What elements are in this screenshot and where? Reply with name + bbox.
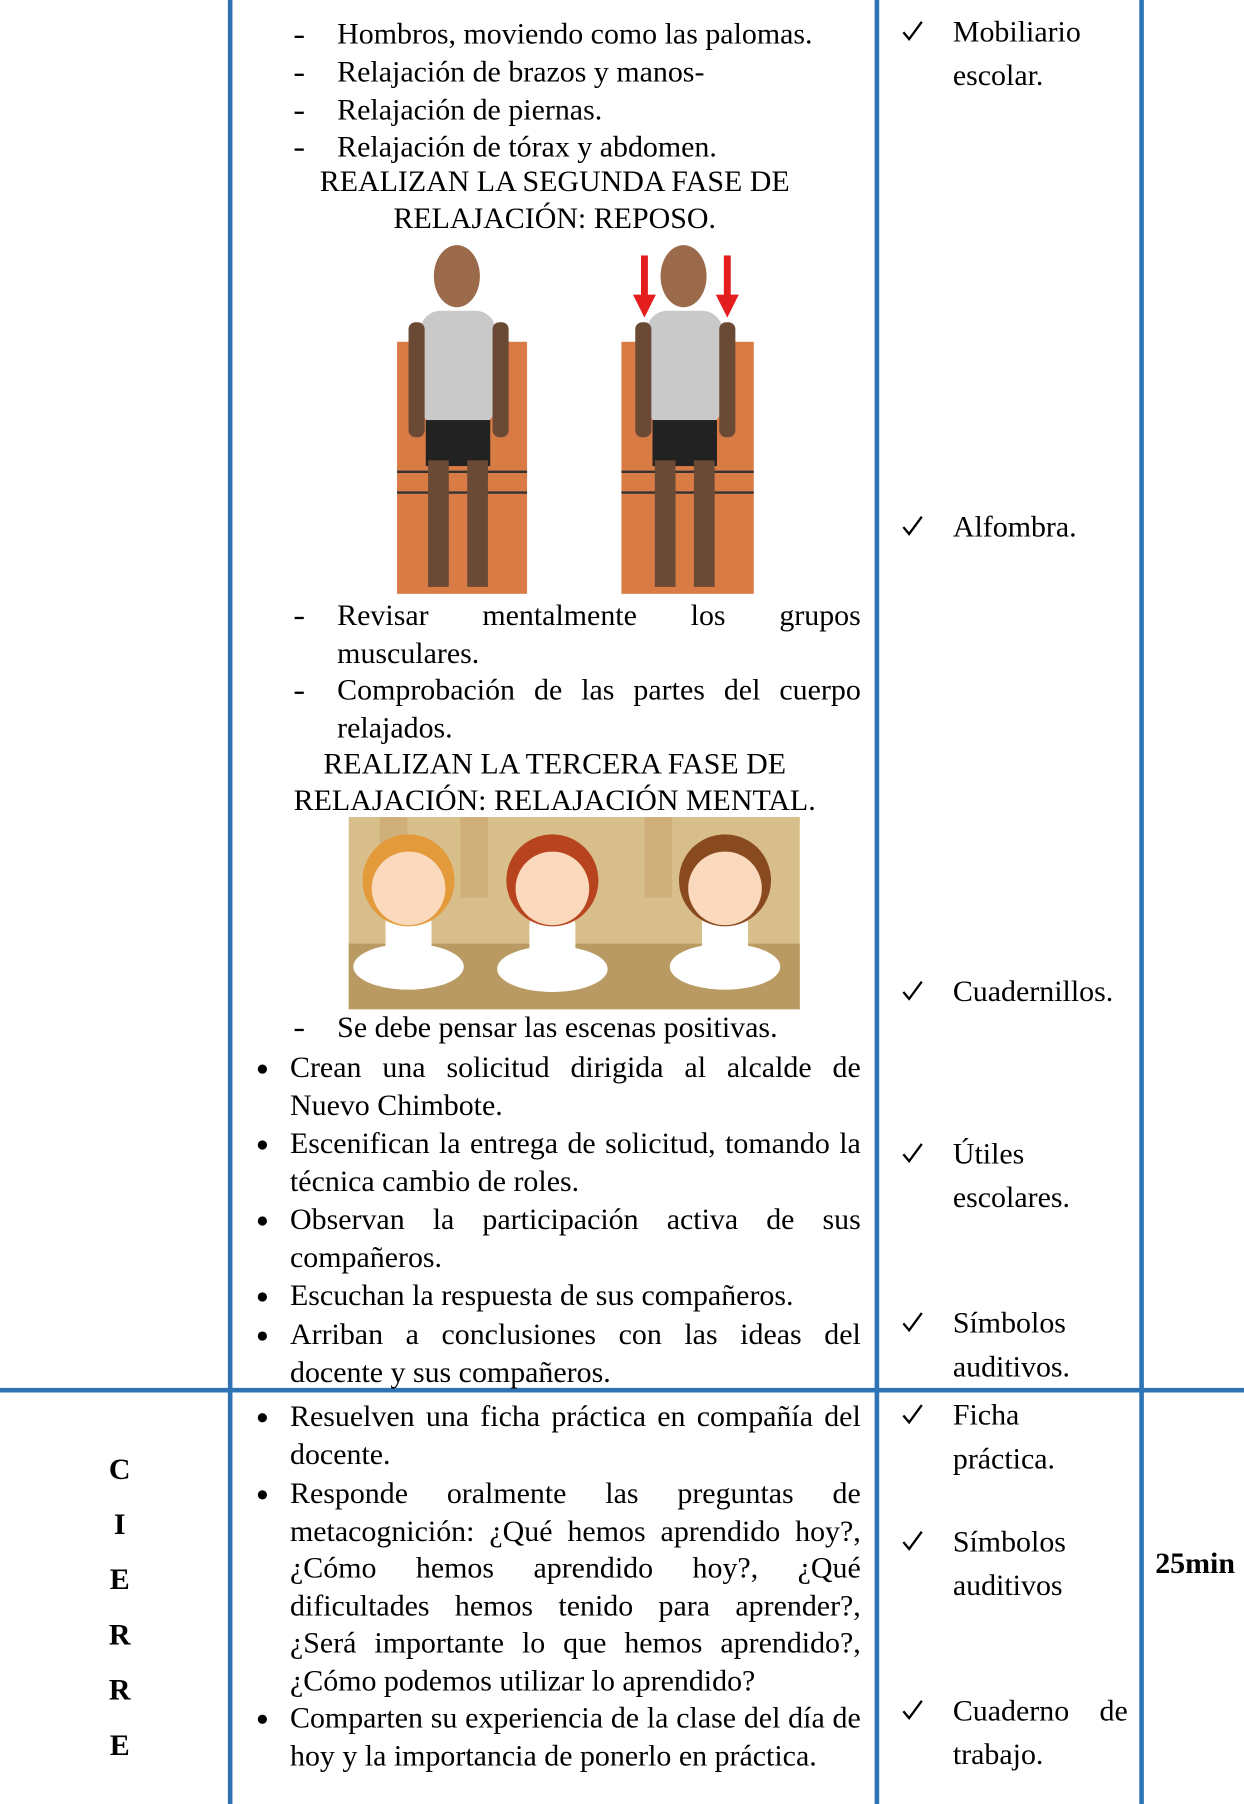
activity-text: Escuchan la respuesta de sus compañeros.	[289, 1278, 794, 1312]
stage-letter: C	[108, 1452, 131, 1486]
check-mark	[902, 1312, 923, 1333]
bullet-marker	[257, 1490, 267, 1500]
bullet-marker	[257, 1064, 267, 1074]
step-text: Se debe pensar las escenas positivas.	[337, 1010, 778, 1044]
stage-letter: R	[108, 1673, 131, 1707]
step-text: Relajación de tórax y abdomen.	[337, 130, 717, 164]
resource-text: Símbolos auditivos	[952, 1524, 1066, 1602]
illustration-relajacion-mental	[348, 817, 800, 1010]
resource-text: Cuadernillos.	[952, 974, 1114, 1009]
dash-marker	[294, 111, 304, 114]
stage-letter: E	[109, 1562, 130, 1597]
dash-marker	[294, 616, 304, 620]
step-text: Relajación de piernas.	[337, 93, 603, 127]
activity-text: Escenifican la entrega de solicitud, tom…	[289, 1126, 861, 1198]
activity-text: Observan la participación activa de sus …	[289, 1202, 861, 1274]
check-mark	[902, 516, 923, 536]
dash-marker	[294, 1028, 304, 1032]
resource-text: Ficha práctica.	[952, 1398, 1056, 1476]
activity-text: Responde oralmente las preguntas de meta…	[289, 1476, 861, 1697]
step-text: Revisar mentalmente los grupos musculare…	[337, 598, 861, 670]
time: 25min	[1155, 1546, 1235, 1581]
activity-text: Comparten su experiencia de la clase del…	[289, 1700, 861, 1772]
activity-text: Crean una solicitud dirigida al alcalde …	[289, 1050, 861, 1122]
dash-marker	[294, 148, 304, 151]
bullet-marker	[257, 1714, 267, 1724]
stage-letter: R	[108, 1618, 131, 1652]
resource-text: Símbolos auditivos.	[952, 1306, 1071, 1384]
stage-letter: E	[109, 1728, 130, 1762]
phase-heading: REALIZAN LA SEGUNDA FASE DE RELAJACIÓN: …	[319, 164, 790, 235]
illustration-reposo	[397, 245, 754, 594]
bullet-marker	[257, 1216, 267, 1226]
bullet-marker	[257, 1292, 267, 1302]
step-text: Relajación de brazos y manos-	[337, 55, 705, 89]
dash-marker	[294, 691, 304, 694]
bullet-marker	[257, 1140, 267, 1150]
resource-text: Útiles escolares.	[952, 1136, 1070, 1215]
dash-marker	[294, 35, 304, 38]
phase-heading: REALIZAN LA TERCERA FASE DE RELAJACIÓN: …	[293, 746, 816, 818]
bullet-marker	[257, 1331, 267, 1341]
check-mark	[902, 1143, 923, 1164]
bullet-marker	[257, 1413, 267, 1423]
resource-text: Cuaderno de trabajo.	[952, 1693, 1128, 1772]
check-mark	[902, 1404, 923, 1425]
step-text: Hombros, moviendo como las palomas.	[337, 17, 813, 51]
activity-text: Arriban a conclusiones con las ideas del…	[289, 1317, 861, 1389]
check-mark	[902, 1700, 923, 1720]
activity-text: Resuelven una ficha práctica en compañía…	[289, 1399, 861, 1471]
check-mark	[902, 980, 923, 1001]
dash-marker	[294, 73, 304, 76]
step-text: Comprobación de las partes del cuerpo re…	[337, 673, 861, 744]
stage-letter: I	[113, 1507, 126, 1541]
resource-text: Alfombra.	[952, 509, 1077, 544]
check-mark	[902, 1531, 923, 1551]
resource-text: Mobiliario escolar.	[952, 14, 1081, 93]
check-mark	[902, 21, 923, 41]
